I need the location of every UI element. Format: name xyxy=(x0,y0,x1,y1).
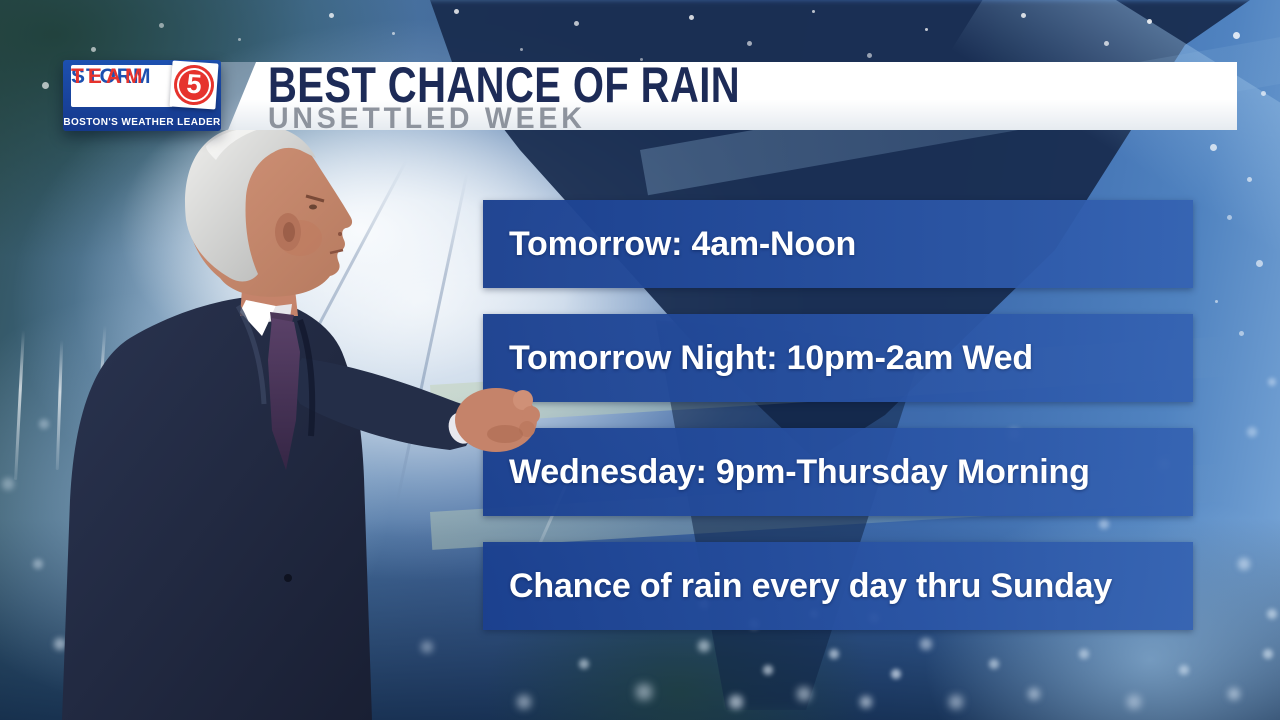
headline-subtitle: UNSETTLED WEEK xyxy=(268,102,586,135)
lapel-left xyxy=(235,304,267,405)
nostril xyxy=(338,232,342,236)
forecast-bar: Chance of rain every day thru Sunday xyxy=(483,542,1193,630)
suit-arm xyxy=(294,358,472,450)
tie xyxy=(268,318,300,470)
logo-team-text: TEAM xyxy=(71,65,147,88)
headline-title: BEST CHANCE OF RAIN xyxy=(268,57,741,113)
eye xyxy=(309,204,317,210)
eyebrow xyxy=(305,194,325,203)
mouth xyxy=(329,248,344,255)
logo-tagline: BOSTON'S WEATHER LEADER xyxy=(63,117,221,128)
hair xyxy=(185,124,316,282)
hair-highlight xyxy=(206,127,262,160)
channel-5-circle-icon: 5 xyxy=(172,63,216,107)
logo-storm-text: STORM xyxy=(71,65,152,88)
storm-team-5-logo: STORM TEAM 5 BOSTON'S WEATHER LEADER xyxy=(63,60,221,131)
headline-banner: BEST CHANCE OF RAIN UNSETTLED WEEK xyxy=(228,62,1237,130)
weather-presenter xyxy=(62,124,540,720)
pointing-hand xyxy=(455,388,540,452)
jacket-button xyxy=(284,574,292,582)
lapel-right xyxy=(297,319,316,437)
forecast-bar: Tomorrow: 4am-Noon xyxy=(483,200,1193,288)
logo-name-panel: STORM TEAM xyxy=(71,65,173,107)
suit-body xyxy=(62,296,372,720)
channel-number: 5 xyxy=(185,68,203,100)
channel-5-badge: 5 xyxy=(169,60,219,110)
ear-inner xyxy=(283,222,295,242)
forecast-bar: Wednesday: 9pm-Thursday Morning xyxy=(483,428,1193,516)
shirt-collar-left xyxy=(240,300,276,336)
forecast-bar: Tomorrow Night: 10pm-2am Wed xyxy=(483,314,1193,402)
